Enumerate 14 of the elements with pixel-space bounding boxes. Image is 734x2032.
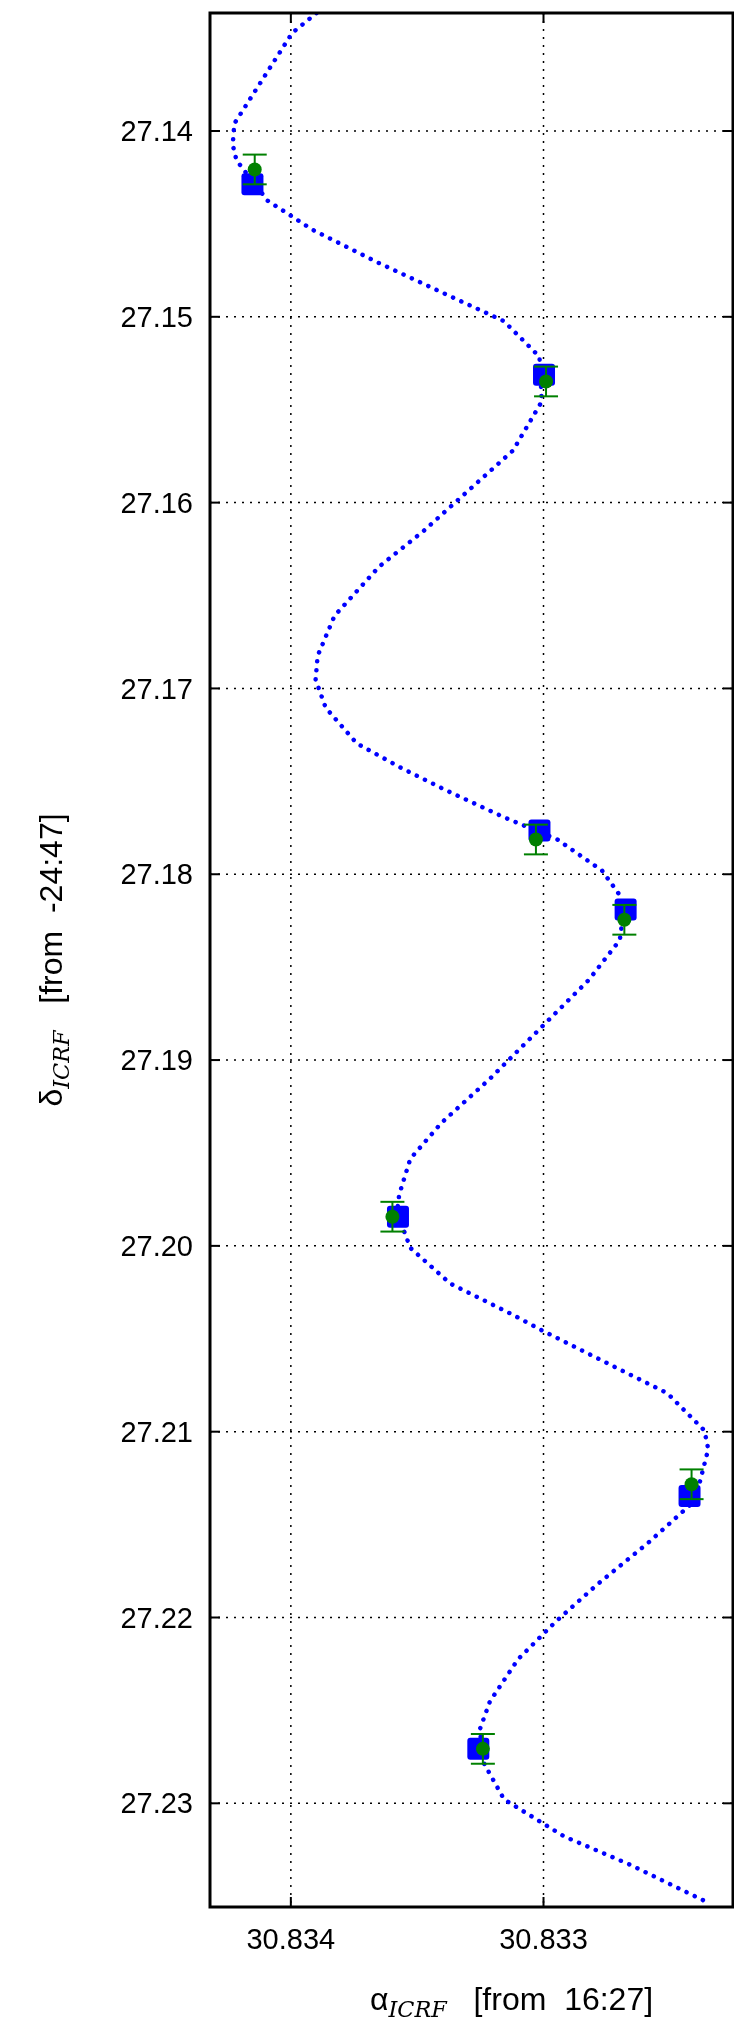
y-tick-label: 27.16 (120, 486, 193, 519)
y-tick-label: 27.19 (120, 1044, 193, 1077)
y-tick-label: 27.14 (120, 115, 193, 148)
y-tick-label: 27.18 (120, 858, 193, 891)
x-axis-title: α$_{ICRF}$ [from 16:27] (369, 1981, 654, 2022)
line-series (230, 13, 711, 1905)
x-tick-label: 30.834 (246, 1923, 336, 1955)
y-tick-label: 27.23 (120, 1787, 193, 1820)
y-tick-label: 27.21 (120, 1415, 193, 1448)
y-tick-label: 27.15 (120, 300, 193, 333)
y-tick-label: 27.17 (120, 672, 193, 705)
y-tick-label: 27.20 (120, 1230, 193, 1263)
y-tick-label: 27.22 (120, 1601, 193, 1634)
x-tick-label: 30.833 (499, 1923, 588, 1955)
